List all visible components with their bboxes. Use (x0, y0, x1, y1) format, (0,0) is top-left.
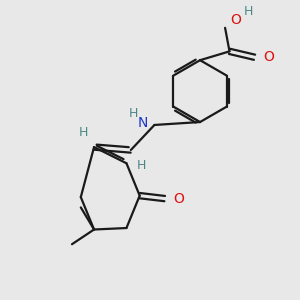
Text: H: H (243, 5, 253, 18)
Text: O: O (263, 50, 274, 64)
Text: H: H (137, 159, 146, 172)
Text: N: N (138, 116, 148, 130)
Text: H: H (128, 107, 138, 120)
Text: O: O (230, 13, 241, 27)
Text: H: H (79, 126, 88, 139)
Text: O: O (173, 192, 184, 206)
